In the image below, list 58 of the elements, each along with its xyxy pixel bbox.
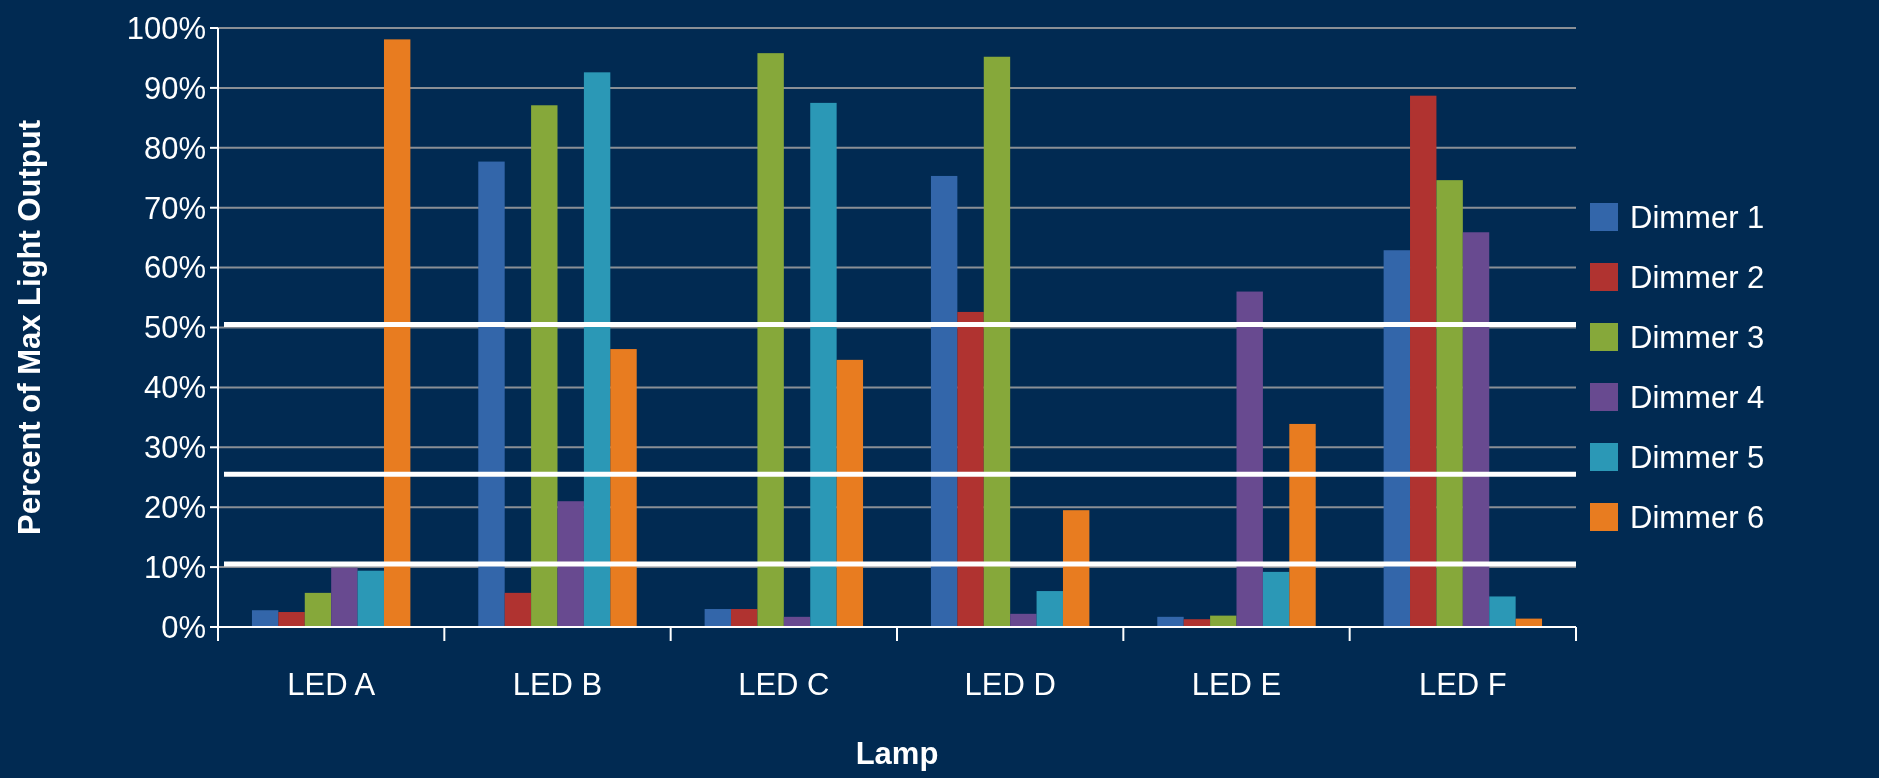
y-tick-label: 60% [143,250,206,286]
x-tick-label: LED B [512,667,603,702]
bar [757,53,784,627]
bar [1383,250,1411,627]
bar [478,161,505,627]
x-axis-title: Lamp [855,736,939,771]
bar [731,609,758,627]
legend-label: Dimmer 6 [1630,499,1765,535]
x-tick-label: LED A [287,667,376,702]
bar [983,56,1011,627]
x-tick-label: LED E [1191,667,1282,702]
y-tick-label: 90% [143,70,206,106]
bar [1036,591,1063,627]
y-tick-label: 40% [143,370,206,406]
bar [1157,616,1184,627]
bar [1489,596,1516,627]
bar [1462,232,1490,627]
legend-label: Dimmer 4 [1630,379,1765,415]
bar [1289,423,1316,627]
bar [1236,291,1263,627]
y-tick-label: 80% [143,130,206,166]
bar [557,501,584,627]
bar [810,102,837,627]
bar [610,349,637,627]
bar [278,612,305,627]
bar [1210,615,1237,627]
y-tick-label: 50% [143,310,206,346]
bar [1410,95,1437,627]
legend-label: Dimmer 3 [1630,319,1765,355]
y-tick-label: 20% [143,490,206,526]
bar [357,570,384,627]
bar [836,359,864,627]
y-axis-title: Percent of Max Light Output [12,119,47,536]
bar [304,592,332,627]
bar [1262,571,1290,627]
y-tick-label: 30% [143,430,206,466]
legend-label: Dimmer 5 [1630,439,1765,475]
x-tick-label: LED C [738,667,830,702]
x-tick-label: LED F [1418,667,1507,702]
bar [957,311,984,627]
bar [583,72,611,627]
bar [331,567,358,627]
bar [1062,510,1090,627]
bar [704,609,732,627]
bar [504,592,532,627]
y-tick-label: 0% [161,609,206,645]
bar [930,175,958,627]
bar [1436,180,1463,627]
bar [531,105,558,627]
bar [383,39,411,627]
y-tick-label: 100% [126,10,206,46]
legend-label: Dimmer 1 [1630,199,1765,235]
y-tick-label: 10% [143,549,206,585]
y-tick-label: 70% [143,190,206,226]
legend-label: Dimmer 2 [1630,259,1765,295]
x-tick-label: LED D [964,667,1056,702]
bar [1010,613,1037,627]
bar [251,610,279,627]
